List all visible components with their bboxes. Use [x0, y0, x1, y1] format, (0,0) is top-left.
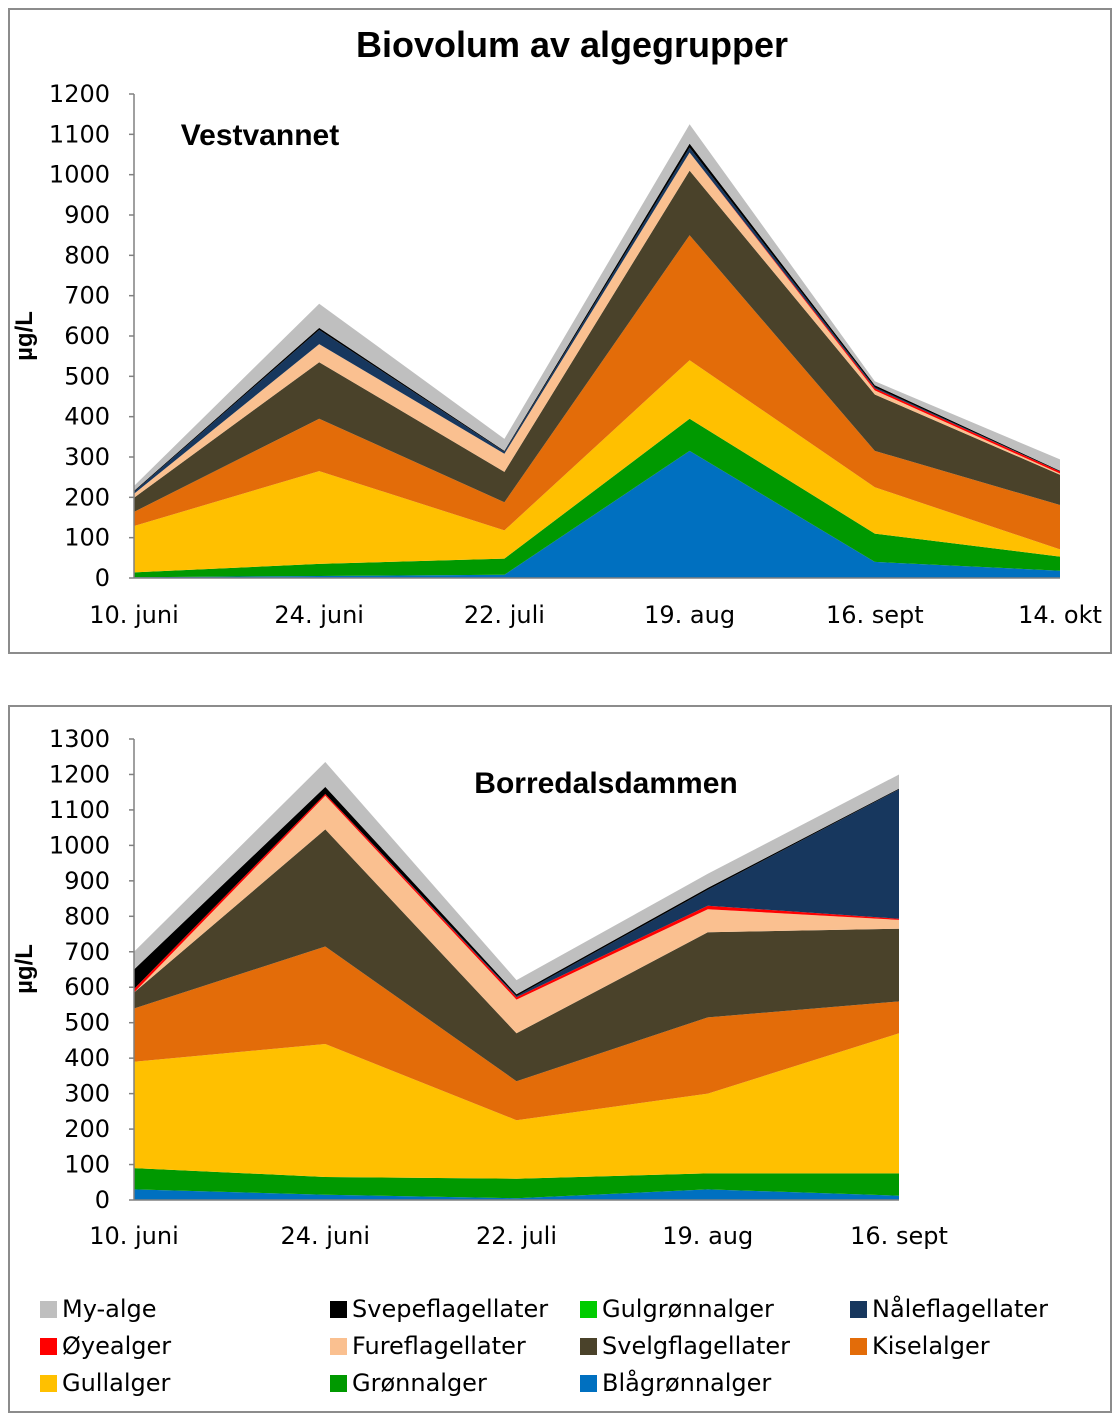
area-svelgflagellater	[134, 829, 899, 1082]
chart-borredalsdammen: 0 100 200 300 400 500 600 700 800 900 1000 1100 1200…	[11, 725, 948, 1250]
legend-item-kiselalger: Kiselalger	[850, 1329, 990, 1363]
y-tick-label: 1100	[49, 120, 110, 148]
legend-item-my-alge: My-alge	[40, 1292, 157, 1326]
legend-label: Nåleflagellater	[872, 1295, 1049, 1323]
legend: My-alge Svepeflagellater Gulgrønnalger Nåle…	[40, 1292, 1100, 1402]
legend-swatch	[330, 1300, 347, 1318]
legend-label: Kiselalger	[872, 1332, 990, 1360]
legend-swatch	[40, 1300, 57, 1318]
legend-label: Gulgrønnalger	[602, 1295, 774, 1323]
y-tick-label: 900	[64, 867, 110, 895]
legend-item-svepeflagellater: Svepeflagellater	[330, 1292, 548, 1326]
legend-swatch	[580, 1337, 597, 1355]
x-tick-label: 22. juli	[464, 601, 545, 629]
legend-swatch	[850, 1300, 867, 1318]
x-tick-label: 24. juni	[280, 1222, 370, 1250]
x-tick-label: 19. aug	[644, 601, 735, 629]
x-tick-label: 16. sept	[826, 601, 924, 629]
chart-title: Vestvannet	[181, 119, 339, 152]
y-tick-label: 1200	[49, 80, 110, 108]
y-axis-label: µg/L	[11, 944, 38, 994]
area-blagronnalger	[134, 1189, 899, 1200]
area-naleflagellater	[134, 789, 899, 998]
legend-label: Svepeflagellater	[352, 1295, 549, 1323]
y-tick-label: 400	[64, 1044, 110, 1072]
y-tick-label: 0	[95, 564, 110, 592]
y-tick-label: 300	[64, 443, 110, 471]
area-fureflagellater	[134, 795, 899, 1034]
legend-item-fureflagellater: Fureflagellater	[330, 1329, 526, 1363]
y-axis-label: µg/L	[11, 311, 38, 361]
legend-label: Fureflagellater	[352, 1332, 526, 1360]
area-svelgflagellater	[134, 170, 1060, 512]
y-tick-label: 800	[64, 241, 110, 269]
y-tick-label: 600	[64, 973, 110, 1001]
y-tick-label: 1000	[49, 161, 110, 189]
y-tick-label: 700	[64, 282, 110, 310]
y-tick-label: 200	[64, 483, 110, 511]
x-tick-label: 10. juni	[89, 601, 179, 629]
x-tick-label: 10. juni	[89, 1222, 179, 1250]
legend-swatch	[40, 1374, 57, 1392]
y-tick-label: 500	[64, 1009, 110, 1037]
legend-swatch	[40, 1337, 57, 1355]
area-gronnalger	[134, 1168, 899, 1199]
y-tick-label: 100	[64, 1151, 110, 1179]
y-tick-label: 800	[64, 902, 110, 930]
area-my-alge	[134, 124, 1060, 491]
legend-swatch	[580, 1374, 597, 1392]
area-gronnalger	[134, 418, 1060, 578]
area-gullalger	[134, 1033, 899, 1179]
y-tick-label: 300	[64, 1080, 110, 1108]
area-kiselalger	[134, 946, 899, 1121]
y-tick-label: 200	[64, 1115, 110, 1143]
legend-item-gronnalger: Grønnalger	[330, 1366, 487, 1400]
legend-label: Blågrønnalger	[602, 1369, 772, 1397]
x-tick-label: 24. juni	[274, 601, 364, 629]
y-tick-label: 400	[64, 403, 110, 431]
legend-item-svelgflagellater: Svelgflagellater	[580, 1329, 790, 1363]
legend-item-gullalger: Gullalger	[40, 1366, 170, 1400]
y-tick-label: 100	[64, 524, 110, 552]
y-tick-label: 1000	[49, 831, 110, 859]
y-tick-label: 500	[64, 362, 110, 390]
legend-item-blagronnalger: Blågrønnalger	[580, 1366, 771, 1400]
y-tick-label: 0	[95, 1186, 110, 1214]
legend-label: Svelgflagellater	[602, 1332, 791, 1360]
y-tick-label: 1300	[49, 725, 110, 753]
x-tick-label: 22. juli	[476, 1222, 557, 1250]
area-blagronnalger	[134, 450, 1060, 578]
legend-label: Gullalger	[62, 1369, 171, 1397]
legend-label: Øyealger	[62, 1332, 172, 1360]
area-kiselalger	[134, 235, 1060, 550]
y-tick-label: 700	[64, 938, 110, 966]
area-gullalger	[134, 360, 1060, 573]
y-tick-label: 1100	[49, 796, 110, 824]
legend-item-oyealger: Øyealger	[40, 1329, 171, 1363]
legend-label: My-alge	[62, 1295, 157, 1323]
legend-swatch	[580, 1300, 597, 1318]
main-title: Biovolum av algegrupper	[356, 24, 788, 65]
legend-item-naleflagellater: Nåleflagellater	[850, 1292, 1048, 1326]
chart-vestvannet: 0 100 200 300 400 500 600 700 800 900 1000 1100 1200…	[11, 80, 1102, 629]
y-tick-label: 900	[64, 201, 110, 229]
legend-swatch	[330, 1374, 347, 1392]
x-tick-label: 19. aug	[662, 1222, 753, 1250]
legend-swatch	[330, 1337, 347, 1355]
x-tick-label: 16. sept	[850, 1222, 948, 1250]
legend-item-gulgronnalger: Gulgrønnalger	[580, 1292, 774, 1326]
legend-label: Grønnalger	[352, 1369, 487, 1397]
legend-swatch	[850, 1337, 867, 1355]
chart-title: Borredalsdammen	[474, 767, 737, 800]
y-tick-label: 600	[64, 322, 110, 350]
y-tick-label: 1200	[49, 760, 110, 788]
x-tick-label: 14. okt	[1018, 601, 1102, 629]
